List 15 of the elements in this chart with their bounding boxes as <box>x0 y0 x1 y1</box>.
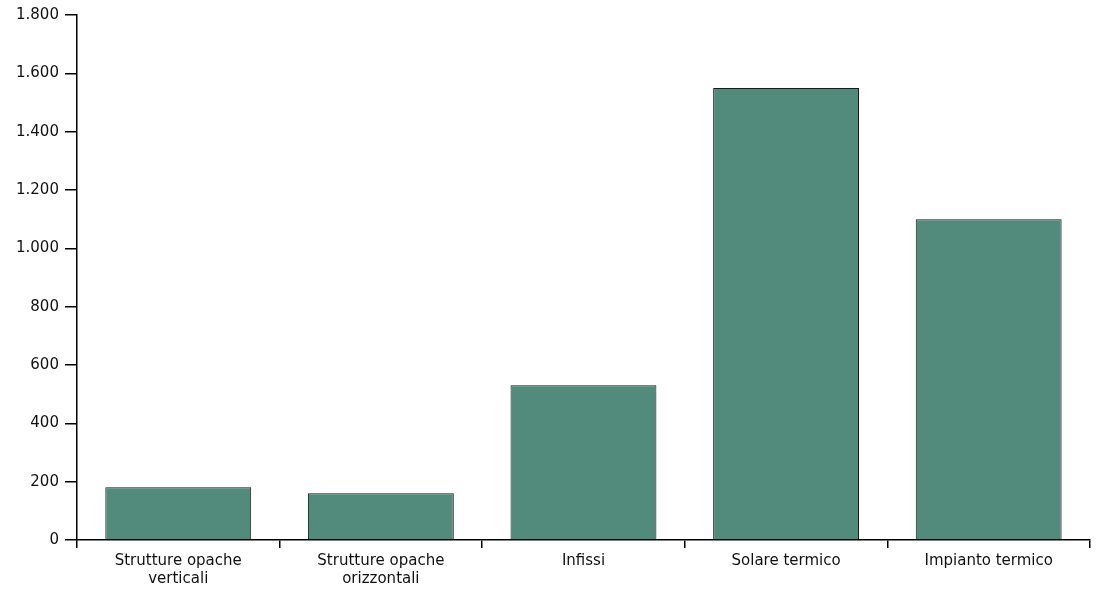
y-tick-label: 1.200 <box>15 179 59 198</box>
y-tick-label: 400 <box>30 413 59 432</box>
y-tick-label: 1.000 <box>15 238 59 257</box>
y-tick-label: 0 <box>49 529 59 548</box>
x-tick-label: Solare termico <box>731 550 841 569</box>
y-tick-label: 1.600 <box>15 63 59 82</box>
y-tick-label: 1.800 <box>15 4 59 23</box>
y-tick-label: 1.400 <box>15 121 59 140</box>
y-tick-label: 200 <box>30 471 59 490</box>
x-tick-label: Infissi <box>561 550 606 569</box>
x-tick-label: Strutture opache orizzontali <box>317 550 445 587</box>
y-tick-label: 800 <box>30 296 59 315</box>
y-tick-label: 600 <box>30 354 59 373</box>
x-tick-label: Strutture opache verticali <box>114 550 242 587</box>
x-tick-label: Impianto termico <box>924 550 1053 569</box>
